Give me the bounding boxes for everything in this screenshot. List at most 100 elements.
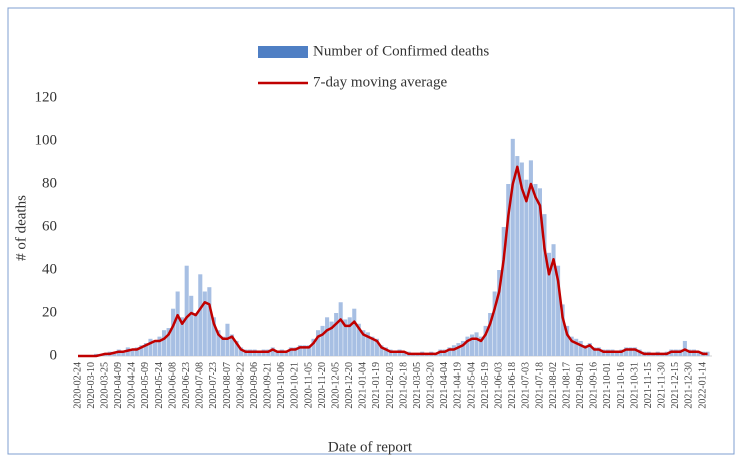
x-tick-label: 2021-10-16 [616,362,627,409]
bar [347,317,352,356]
x-tick-label: 2021-08-02 [548,362,559,409]
bar [383,347,389,356]
moving-average-line [78,165,708,358]
bar [533,184,538,356]
bar [284,351,289,356]
bar [239,347,244,356]
bar [234,340,239,356]
x-tick-label: 2021-07-18 [534,362,545,409]
bar [587,343,592,356]
y-tick-label: 20 [42,304,57,320]
bar [152,340,158,356]
bar [193,313,198,356]
x-axis-label: Date of report [328,439,413,455]
x-tick-label: 2022-01-14 [697,362,708,409]
bar [211,317,216,356]
bar [320,325,325,356]
y-tick-label: 60 [42,218,57,234]
bar [402,351,407,356]
bar [528,160,533,356]
bar [139,345,144,356]
y-tick-label: 100 [35,132,58,148]
legend-label: Number of Confirmed deaths [313,43,489,59]
x-tick-label: 2021-05-19 [480,362,491,409]
bar [306,345,312,356]
legend-swatch [258,46,308,58]
x-tick-label: 2021-07-03 [521,362,532,409]
bar [510,138,515,356]
x-tick-label: 2020-07-08 [195,362,206,409]
bar [315,330,321,356]
x-tick-label: 2020-04-09 [113,362,124,409]
x-tick-label: 2020-11-05 [303,362,314,408]
x-tick-label: 2020-08-07 [222,362,233,409]
bar [578,340,583,356]
bar [623,347,629,356]
bar [325,317,330,356]
bar [356,323,361,356]
bar [166,328,171,356]
bar [311,338,316,356]
x-tick-label: 2020-06-23 [181,362,192,409]
x-tick-label: 2021-03-20 [426,362,437,409]
x-tick-label: 2021-01-19 [371,362,382,409]
bar [447,347,452,356]
x-tick-label: 2021-05-04 [466,362,477,409]
bar [302,345,307,356]
bar [352,308,357,356]
x-tick-label: 2020-12-05 [330,362,341,409]
x-tick-label: 2021-11-15 [643,362,654,408]
x-tick-label: 2021-06-03 [493,362,504,409]
x-tick-label: 2021-12-15 [670,362,681,409]
bar [696,351,701,356]
bar [560,304,565,356]
x-tick-label: 2020-10-21 [290,362,301,409]
bar [130,349,135,356]
bar [515,156,520,356]
bar [202,291,207,356]
x-tick-label: 2020-07-23 [208,362,219,409]
bar [542,214,547,356]
x-tick-label: 2020-10-06 [276,362,287,409]
bar [460,340,466,356]
x-tick-label: 2020-08-22 [235,362,246,409]
x-tick-label: 2020-05-24 [154,362,165,409]
x-tick-label: 2021-12-30 [684,362,695,409]
bar [614,351,619,356]
bar [184,265,189,356]
x-tick-label: 2021-10-01 [602,362,613,409]
bar [288,347,293,356]
bar [207,287,212,356]
x-tick-label: 2021-08-17 [561,362,572,409]
bar [293,347,298,356]
bar [134,347,139,356]
bar [392,351,398,356]
x-tick-label: 2021-02-03 [385,362,396,409]
bar [275,351,280,356]
bar [483,325,488,356]
bar [343,319,348,356]
bar [583,345,588,356]
bar [361,330,366,356]
y-axis-label: # of deaths [13,195,29,261]
x-tick-label: 2020-03-25 [99,362,110,409]
bar [374,338,379,356]
y-tick-label: 120 [35,89,58,105]
bar [189,295,194,356]
bar [257,351,262,356]
bar [465,336,470,356]
x-tick-label: 2021-11-30 [657,362,668,408]
bar [157,336,162,356]
bar [551,244,556,356]
bar [469,334,475,356]
bar [297,345,302,356]
bar [379,345,384,356]
bar [592,347,597,356]
bar [171,308,176,356]
bar [519,162,524,356]
x-tick-label: 2020-12-20 [344,362,355,409]
bar [198,274,203,356]
x-tick-label: 2021-03-05 [412,362,423,409]
bar [474,332,479,356]
